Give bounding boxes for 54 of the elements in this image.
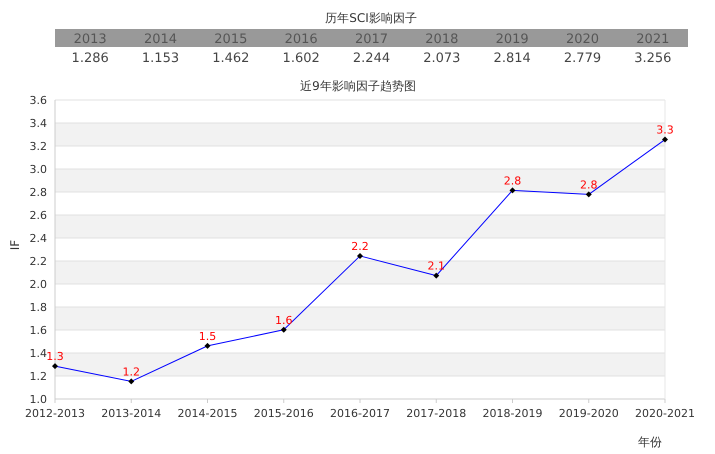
y-tick-label: 2.6: [30, 209, 47, 222]
y-tick-label: 1.0: [30, 393, 47, 406]
x-tick-label: 2014: [144, 32, 178, 47]
x-tick-label: 2015: [214, 32, 248, 47]
x-tick-label: 2020: [566, 32, 600, 47]
data-label: 1.462: [212, 51, 250, 66]
data-label: 2.779: [564, 51, 602, 66]
y-tick-label: 3.0: [30, 163, 47, 176]
x-tick-label: 2013: [74, 32, 107, 47]
y-tick-label: 2.4: [30, 232, 47, 245]
data-label: 2.073: [423, 51, 460, 66]
data-label: 3.256: [634, 51, 672, 66]
data-label: 3.3: [656, 124, 674, 137]
x-tick-label: 2019: [496, 32, 529, 47]
chart-title: 近9年影响因子趋势图: [300, 79, 416, 93]
chart-title: 历年SCI影响因子: [325, 11, 417, 25]
data-label: 1.6: [275, 314, 292, 327]
data-label: 1.153: [142, 51, 180, 66]
x-tick-label: 2017-2018: [406, 407, 466, 420]
data-label: 1.286: [72, 51, 109, 66]
x-tick-label: 2018: [425, 32, 458, 47]
y-tick-label: 2.8: [30, 186, 47, 199]
y-axis-title: IF: [8, 240, 22, 250]
data-label: 1.2: [122, 365, 140, 378]
x-tick-label: 2016-2017: [330, 407, 390, 420]
y-tick-label: 2.2: [30, 255, 47, 268]
data-label: 1.5: [198, 330, 216, 343]
y-tick-label: 1.8: [30, 301, 47, 314]
y-tick-label: 1.4: [30, 347, 47, 360]
x-tick-label: 2021: [636, 32, 670, 47]
x-tick-label: 2020-2021: [635, 407, 695, 420]
data-label: 2.8: [580, 178, 598, 192]
x-tick-label: 2015-2016: [254, 407, 314, 420]
x-tick-label: 2012-2013: [25, 407, 85, 420]
y-tick-label: 1.2: [30, 370, 47, 383]
y-tick-label: 3.6: [30, 94, 47, 107]
x-tick-label: 2013-2014: [101, 407, 162, 420]
data-label: 2.244: [352, 51, 390, 66]
data-label: 2.8: [504, 174, 522, 188]
y-tick-label: 2.0: [30, 278, 47, 291]
x-tick-label: 2018-2019: [482, 407, 542, 420]
x-tick-label: 2017: [354, 32, 388, 47]
x-tick-label: 2019-2020: [558, 407, 619, 420]
data-label: 1.3: [46, 350, 64, 364]
x-tick-label: 2014-2015: [178, 407, 238, 420]
y-tick-label: 3.2: [30, 140, 47, 153]
data-label: 2.2: [351, 240, 369, 253]
data-label: 1.602: [282, 51, 320, 66]
y-tick-label: 3.4: [30, 117, 47, 130]
x-tick-label: 2016: [284, 32, 318, 47]
x-axis-title: 年份: [638, 435, 662, 449]
y-tick-label: 1.6: [30, 324, 47, 337]
data-label: 2.814: [494, 51, 531, 66]
data-label: 2.1: [428, 260, 445, 273]
